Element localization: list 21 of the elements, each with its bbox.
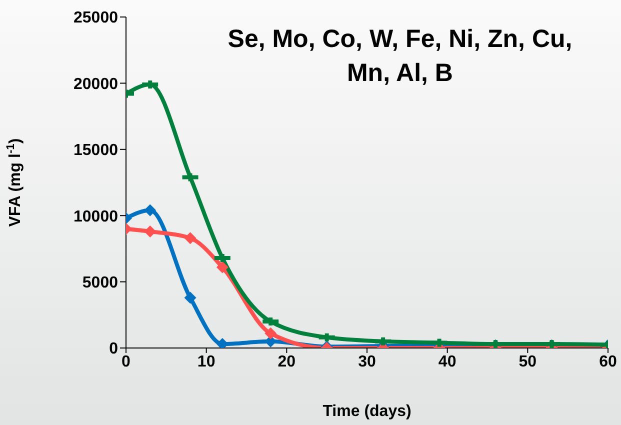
x-tick-label: 50 [518,353,537,370]
point [144,225,156,238]
x-tick-label: 60 [599,353,617,370]
y-tick-label: 0 [109,340,118,358]
y-tick-label: 20000 [74,76,118,93]
y-tick-label: 5000 [82,274,118,292]
y-tick-label: 25000 [74,10,118,27]
point [184,292,196,304]
x-tick-label: 20 [278,353,296,370]
x-tick-label: 30 [358,353,376,370]
point [184,232,196,244]
point [264,327,277,340]
x-tick-label: 40 [438,353,456,370]
y-tick-label: 10000 [74,208,118,226]
x-tick-label: 0 [122,353,131,370]
text: Se, Mo, Co, W, Fe, Ni, Zn, Cu, Mn, Al, B [226,24,574,89]
x-tick-label: 10 [197,353,216,370]
point [144,204,156,216]
x-axis-title: Time (days) [322,403,412,420]
point [216,261,228,274]
y-tick-label: 15000 [74,142,118,160]
